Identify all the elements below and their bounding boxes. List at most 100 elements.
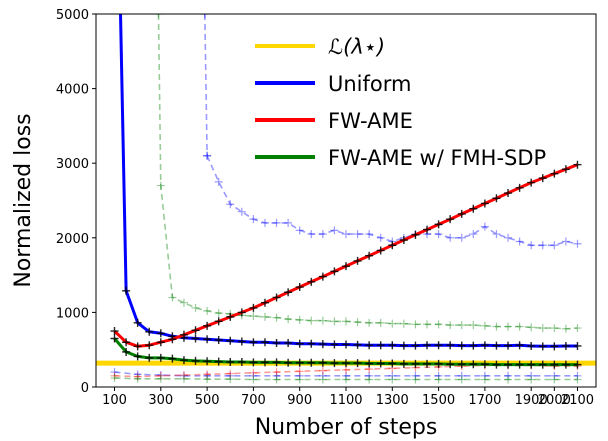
- y-tick-label: 4000: [56, 83, 89, 98]
- data-point: [480, 222, 489, 231]
- data-point: [434, 230, 443, 239]
- data-point: [538, 324, 547, 333]
- data-point: [423, 225, 432, 234]
- data-point: [295, 339, 304, 348]
- data-point: [446, 321, 455, 330]
- y-tick-label: 2000: [56, 232, 89, 247]
- data-point: [191, 303, 200, 312]
- data-point: [330, 340, 339, 349]
- data-point: [179, 371, 188, 380]
- data-point: [133, 342, 142, 351]
- data-point: [515, 237, 524, 246]
- data-point: [457, 321, 466, 330]
- data-point: [573, 360, 582, 369]
- data-point: [122, 338, 131, 347]
- data-point: [295, 367, 304, 376]
- y-axis: 0 1000 2000 3000 4000 5000: [56, 8, 96, 396]
- data-point: [154, 14, 163, 18]
- data-point: [388, 341, 397, 350]
- data-point: [200, 14, 209, 18]
- data-point: [388, 359, 397, 368]
- data-point: [365, 230, 374, 239]
- x-axis-label: Number of steps: [255, 415, 438, 440]
- data-point: [515, 341, 524, 350]
- data-point: [469, 204, 478, 213]
- data-point: [214, 177, 223, 186]
- data-point: [504, 233, 513, 242]
- data-point: [295, 283, 304, 292]
- data-point: [330, 359, 339, 368]
- series-line-fmh-sdp-faint-lower: [114, 377, 578, 381]
- x-tick-label: 100: [102, 393, 127, 408]
- x-tick-label: 900: [287, 393, 312, 408]
- data-point: [260, 218, 269, 227]
- data-point: [203, 370, 212, 379]
- data-point: [504, 375, 513, 384]
- data-point: [203, 151, 212, 160]
- y-axis-label: Normalized loss: [11, 113, 36, 287]
- data-point: [411, 359, 420, 368]
- data-point: [492, 360, 501, 369]
- data-point: [295, 226, 304, 235]
- data-point: [156, 353, 165, 362]
- data-point: [156, 181, 165, 190]
- data-point: [272, 293, 281, 302]
- data-point: [457, 375, 466, 384]
- data-point: [342, 371, 350, 380]
- data-point: [527, 341, 536, 350]
- data-point: [307, 277, 316, 286]
- data-point: [272, 358, 281, 367]
- x-tick-label: 2100: [561, 393, 594, 408]
- data-point: [376, 341, 385, 350]
- data-point: [561, 360, 570, 369]
- data-point: [203, 306, 212, 315]
- data-point: [515, 360, 524, 369]
- legend-label: FW-AME: [328, 109, 413, 133]
- data-point: [272, 338, 281, 347]
- data-point: [226, 312, 235, 321]
- data-point: [365, 318, 374, 327]
- data-point: [284, 218, 293, 227]
- data-point: [307, 230, 316, 239]
- data-point: [284, 358, 293, 367]
- data-point: [203, 335, 212, 344]
- data-point: [249, 368, 258, 377]
- data-point: [353, 318, 362, 327]
- data-point: [527, 360, 536, 369]
- plot-area: [96, 14, 596, 384]
- data-point: [260, 298, 269, 307]
- data-point: [237, 207, 246, 216]
- data-point: [203, 375, 212, 384]
- data-point: [434, 359, 443, 368]
- data-point: [365, 359, 374, 368]
- data-point: [318, 366, 327, 375]
- data-point: [191, 334, 200, 343]
- y-tick-label: 0: [81, 381, 89, 396]
- series-line-fmh-sdp-faint-upper: [157, 14, 578, 330]
- data-point: [446, 215, 455, 224]
- x-tick-label: 1700: [468, 393, 501, 408]
- data-point: [168, 335, 177, 344]
- data-point: [342, 340, 350, 349]
- data-point: [342, 375, 350, 384]
- data-point: [504, 189, 513, 198]
- data-point: [272, 371, 281, 380]
- data-point: [550, 342, 559, 351]
- y-tick-label: 3000: [56, 157, 89, 172]
- data-point: [480, 360, 489, 369]
- data-point: [237, 308, 246, 317]
- data-point: [376, 318, 385, 327]
- data-point: [353, 340, 362, 349]
- data-point: [353, 256, 362, 265]
- data-point: [527, 371, 536, 380]
- series-line-uniform-faint-lower: [114, 371, 578, 377]
- data-point: [318, 375, 327, 384]
- data-point: [179, 371, 188, 380]
- plot-frame: [95, 13, 597, 388]
- data-point: [284, 288, 293, 297]
- data-point: [110, 371, 119, 380]
- data-point: [156, 371, 165, 380]
- data-point: [492, 230, 501, 239]
- data-point: [226, 336, 235, 345]
- data-point: [561, 237, 570, 246]
